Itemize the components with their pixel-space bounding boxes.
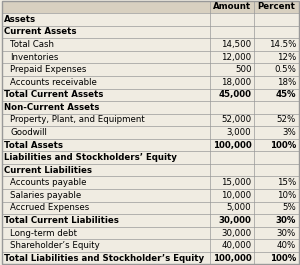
Bar [2,227,298,239]
Bar [2,38,298,51]
Bar [2,101,298,114]
Text: Shareholder’s Equity: Shareholder’s Equity [10,241,100,250]
Bar [2,63,298,76]
Text: 15,000: 15,000 [221,178,251,187]
Bar [2,51,298,63]
Text: 14,500: 14,500 [221,40,251,49]
Text: 30%: 30% [277,228,296,237]
Text: Non-Current Assets: Non-Current Assets [4,103,99,112]
Bar [2,164,298,176]
Bar [2,252,298,264]
Bar [2,202,298,214]
Bar [2,239,298,252]
Text: 40,000: 40,000 [221,241,251,250]
Bar [2,26,298,38]
Text: 100,000: 100,000 [213,254,251,263]
Bar [2,126,298,139]
Text: Accounts receivable: Accounts receivable [10,78,97,87]
Text: 18%: 18% [277,78,296,87]
Text: Total Cash: Total Cash [10,40,54,49]
Bar [2,1,298,13]
Text: 40%: 40% [277,241,296,250]
Text: 3,000: 3,000 [227,128,251,137]
Text: Accrued Expenses: Accrued Expenses [10,204,89,213]
Text: Total Current Assets: Total Current Assets [4,90,103,99]
Text: 45,000: 45,000 [218,90,251,99]
Bar [2,176,298,189]
Text: Goodwill: Goodwill [10,128,47,137]
Text: 10,000: 10,000 [221,191,251,200]
Text: Liabilities and Stockholders’ Equity: Liabilities and Stockholders’ Equity [4,153,176,162]
Text: 30,000: 30,000 [221,228,251,237]
Text: 18,000: 18,000 [221,78,251,87]
Text: Total Assets: Total Assets [4,140,63,149]
Text: 500: 500 [235,65,251,74]
Text: Current Liabilities: Current Liabilities [4,166,91,175]
Text: 14.5%: 14.5% [269,40,296,49]
Text: 30%: 30% [276,216,296,225]
Bar [2,76,298,89]
Text: 100%: 100% [270,140,296,149]
Text: 52%: 52% [277,116,296,125]
Text: Long-term debt: Long-term debt [10,228,77,237]
Text: Property, Plant, and Equipment: Property, Plant, and Equipment [10,116,145,125]
Text: 10%: 10% [277,191,296,200]
Text: 12%: 12% [277,52,296,61]
Bar [2,151,298,164]
Text: 0.5%: 0.5% [274,65,296,74]
Bar [2,13,298,26]
Bar [2,189,298,202]
Text: Prepaid Expenses: Prepaid Expenses [10,65,87,74]
Bar [2,89,298,101]
Text: Inventories: Inventories [10,52,59,61]
Text: Total Liabilities and Stockholder’s Equity: Total Liabilities and Stockholder’s Equi… [4,254,204,263]
Text: 45%: 45% [276,90,296,99]
Text: 12,000: 12,000 [221,52,251,61]
Text: 5%: 5% [282,204,296,213]
Bar [2,139,298,151]
Text: Accounts payable: Accounts payable [10,178,87,187]
Text: Total Current Liabilities: Total Current Liabilities [4,216,118,225]
Text: 5,000: 5,000 [227,204,251,213]
Text: 100%: 100% [270,254,296,263]
Text: 100,000: 100,000 [213,140,251,149]
Text: 15%: 15% [277,178,296,187]
Text: Current Assets: Current Assets [4,28,76,37]
Text: Amount: Amount [213,2,251,11]
Text: Percent: Percent [257,2,295,11]
Text: Salaries payable: Salaries payable [10,191,82,200]
Text: 3%: 3% [282,128,296,137]
Text: Assets: Assets [4,15,36,24]
Text: 52,000: 52,000 [221,116,251,125]
Bar [2,114,298,126]
Bar [2,214,298,227]
Text: 30,000: 30,000 [218,216,251,225]
